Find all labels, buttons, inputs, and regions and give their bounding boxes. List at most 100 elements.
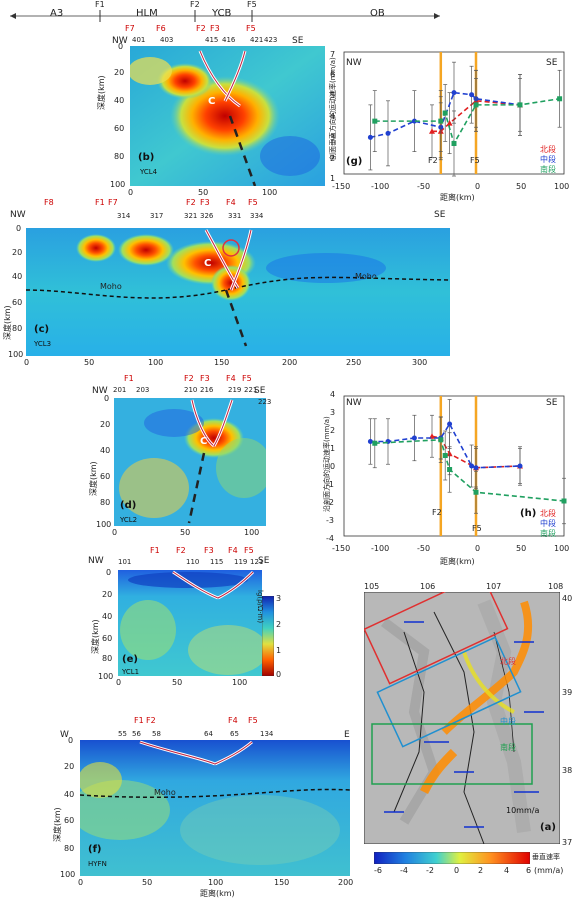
zone-a3: A3 bbox=[50, 8, 64, 19]
section-b-fault-f6: F6 bbox=[156, 24, 166, 33]
map-box-middle: 中段 bbox=[500, 717, 516, 726]
data-point bbox=[473, 465, 479, 471]
section-e-ytick: 80 bbox=[102, 654, 113, 663]
zone-ycb: YCB bbox=[212, 8, 232, 19]
map-lon-tick: 105 bbox=[364, 582, 380, 591]
section-b-c-label: C bbox=[208, 96, 216, 107]
section-f-xtick: 0 bbox=[78, 878, 84, 887]
zone-fault-f2: F2 bbox=[190, 0, 200, 9]
chart-g-se: SE bbox=[546, 58, 558, 68]
chart-h-xtick: 50 bbox=[516, 544, 527, 553]
chart-g-letter: (g) bbox=[346, 156, 363, 167]
section-c-c-label: C bbox=[204, 258, 212, 269]
section-d-image bbox=[114, 398, 266, 526]
section-f-fault-f4: F4 bbox=[228, 716, 238, 725]
section-c-ylabel: 深度(km) bbox=[3, 305, 12, 340]
map-box-south: 南段 bbox=[500, 743, 516, 752]
section-d-ytick: 40 bbox=[100, 446, 111, 455]
data-point bbox=[517, 463, 523, 469]
data-point bbox=[473, 102, 479, 108]
chart-g-nw: NW bbox=[346, 58, 362, 68]
section-e-xtick: 50 bbox=[172, 678, 183, 687]
chart-h-legend-middle: 中段 bbox=[540, 519, 556, 528]
chart-h-xtick: 100 bbox=[554, 544, 570, 553]
section-f-xtick: 200 bbox=[338, 878, 354, 887]
section-f-ytick: 80 bbox=[64, 844, 75, 853]
section-d-nw: NW bbox=[92, 386, 108, 396]
data-point bbox=[429, 128, 435, 134]
data-point bbox=[469, 92, 475, 98]
series-line bbox=[370, 91, 521, 139]
chart-h-ytick: 1 bbox=[330, 444, 336, 453]
data-point bbox=[385, 130, 391, 136]
section-b-fault-f3: F3 bbox=[210, 24, 220, 33]
section-f-fault-f2: F2 bbox=[146, 716, 156, 725]
section-e-xtick: 100 bbox=[232, 678, 248, 687]
section-f-station: 58 bbox=[152, 730, 161, 738]
velocity-label: 垂直速率 bbox=[532, 853, 560, 861]
section-b-name: YCL4 bbox=[140, 168, 158, 176]
section-d-fault-f5: F5 bbox=[242, 374, 252, 383]
section-d-fault-f2: F2 bbox=[184, 374, 194, 383]
velocity-tick: -2 bbox=[426, 866, 434, 875]
data-point bbox=[473, 489, 479, 495]
section-f-ytick: 40 bbox=[64, 790, 75, 799]
section-f-ytick: 60 bbox=[64, 816, 75, 825]
section-f-fault-f5: F5 bbox=[248, 716, 258, 725]
data-point bbox=[469, 463, 475, 469]
section-c-nw: NW bbox=[10, 210, 26, 220]
section-e-xtick: 0 bbox=[116, 678, 122, 687]
chart-g-xtick: -50 bbox=[417, 182, 431, 191]
section-d-station: 221 bbox=[244, 386, 258, 394]
chart-g-legend-south: 南段 bbox=[540, 165, 556, 174]
resistivity-colorbar bbox=[262, 596, 274, 676]
section-c-xtick: 250 bbox=[346, 358, 362, 367]
section-c-station: 317 bbox=[150, 212, 164, 220]
section-d-xtick: 100 bbox=[244, 528, 260, 537]
section-f-e: E bbox=[344, 730, 350, 740]
chart-h-fault-f5: F5 bbox=[472, 524, 482, 533]
velocity-tick: 4 bbox=[504, 866, 510, 875]
section-f-ytick: 0 bbox=[68, 736, 74, 745]
zone-bar bbox=[10, 10, 440, 22]
chart-h-ytick: -2 bbox=[326, 498, 334, 507]
section-f-xtick: 150 bbox=[274, 878, 290, 887]
chart-h-nw: NW bbox=[346, 398, 362, 408]
section-c-ytick: 60 bbox=[12, 298, 23, 307]
section-e-station: 119 bbox=[234, 558, 248, 566]
section-c-xtick: 200 bbox=[282, 358, 298, 367]
section-b-nw: NW bbox=[112, 36, 128, 46]
section-f-station: 65 bbox=[230, 730, 239, 738]
section-c-station: 314 bbox=[117, 212, 131, 220]
map-lon-tick: 108 bbox=[548, 582, 564, 591]
section-c-moho: Moho bbox=[355, 272, 377, 281]
velocity-colorbar bbox=[374, 852, 530, 864]
section-b-letter: (b) bbox=[138, 152, 155, 163]
section-c-ytick: 20 bbox=[12, 248, 23, 257]
section-e-ytick: 40 bbox=[102, 612, 113, 621]
section-d-letter: (d) bbox=[120, 500, 137, 511]
section-c-xtick: 100 bbox=[148, 358, 164, 367]
chart-h-ytick: -1 bbox=[326, 480, 334, 489]
section-e-station: 101 bbox=[118, 558, 132, 566]
section-c-station: 334 bbox=[250, 212, 264, 220]
section-c-fault-f5: F5 bbox=[248, 198, 258, 207]
chart-g-ytick: 1 bbox=[330, 174, 336, 183]
chart-g-ytick: 5 bbox=[330, 91, 336, 100]
chart-g-xtick: 50 bbox=[516, 182, 527, 191]
section-b-xtick: 100 bbox=[262, 188, 278, 197]
section-e-fault-f4: F4 bbox=[228, 546, 238, 555]
velocity-tick: 6 bbox=[526, 866, 532, 875]
section-d-station: 219 bbox=[228, 386, 242, 394]
data-point bbox=[411, 118, 417, 124]
section-d-fault-f4: F4 bbox=[226, 374, 236, 383]
velocity-tick: 0 bbox=[454, 866, 460, 875]
chart-h-ytick: 0 bbox=[330, 462, 336, 471]
map-lon-tick: 107 bbox=[486, 582, 502, 591]
section-e-fault-f3: F3 bbox=[204, 546, 214, 555]
section-e-ylabel: 深度(km) bbox=[91, 619, 100, 654]
series-line bbox=[374, 438, 565, 502]
chart-g-fault-f5: F5 bbox=[470, 156, 480, 165]
map-a bbox=[364, 592, 560, 844]
zone-fault-f5: F5 bbox=[247, 0, 257, 9]
